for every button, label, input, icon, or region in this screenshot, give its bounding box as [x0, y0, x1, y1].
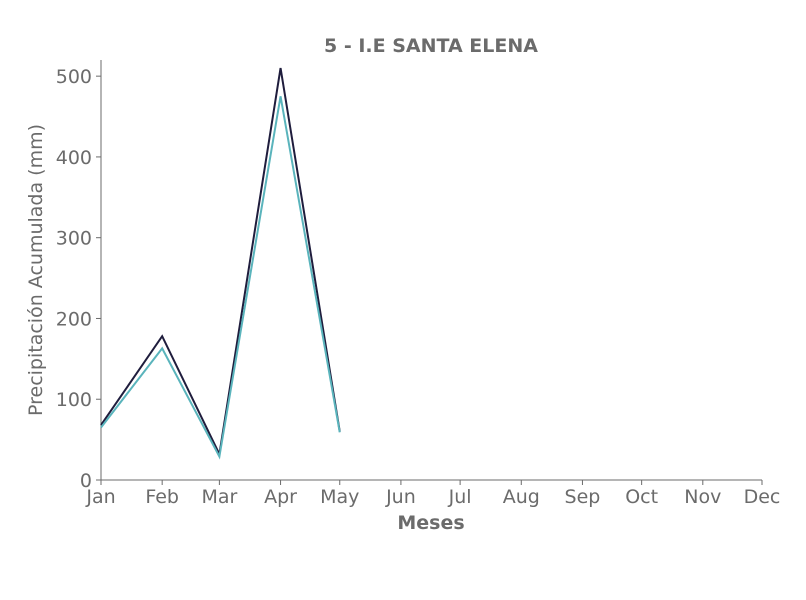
x-axis-ticks: Jan Feb Mar Apr May Jun Jul Aug Sep Oct Nov Dec: [85, 480, 780, 508]
x-tick-label: Jun: [385, 486, 416, 508]
x-tick-label: Feb: [145, 486, 179, 508]
x-tick-label: Oct: [625, 486, 658, 508]
y-tick-label: 500: [56, 66, 92, 88]
x-tick-label: Jul: [448, 486, 472, 508]
series-group: [100, 67, 341, 460]
y-tick-label: 400: [56, 147, 92, 169]
y-axis-ticks: 0 100 200 300 400 500: [56, 66, 101, 492]
series-line-2: [100, 96, 341, 460]
x-axis-label: Meses: [397, 512, 464, 534]
x-tick-label: Nov: [684, 486, 721, 508]
x-tick-label: Aug: [503, 486, 540, 508]
y-tick-label: 200: [56, 308, 92, 330]
y-tick-label: 100: [56, 389, 92, 411]
series-line-1: [100, 67, 341, 458]
y-tick-label: 300: [56, 228, 92, 250]
plot-area: 0 100 200 300 400 500 Jan Feb Mar Apr May Jun Jul Au…: [56, 60, 780, 508]
x-tick-label: Sep: [565, 486, 601, 508]
y-tick-label: 0: [80, 470, 92, 492]
y-axis-label: Precipitación Acumulada (mm): [25, 124, 47, 416]
chart-title: 5 - I.E SANTA ELENA: [324, 35, 538, 57]
x-tick-label: Mar: [201, 486, 237, 508]
x-tick-label: Dec: [744, 486, 781, 508]
x-tick-label: Jan: [85, 486, 115, 508]
x-tick-label: Apr: [264, 486, 297, 508]
x-tick-label: May: [320, 486, 359, 508]
